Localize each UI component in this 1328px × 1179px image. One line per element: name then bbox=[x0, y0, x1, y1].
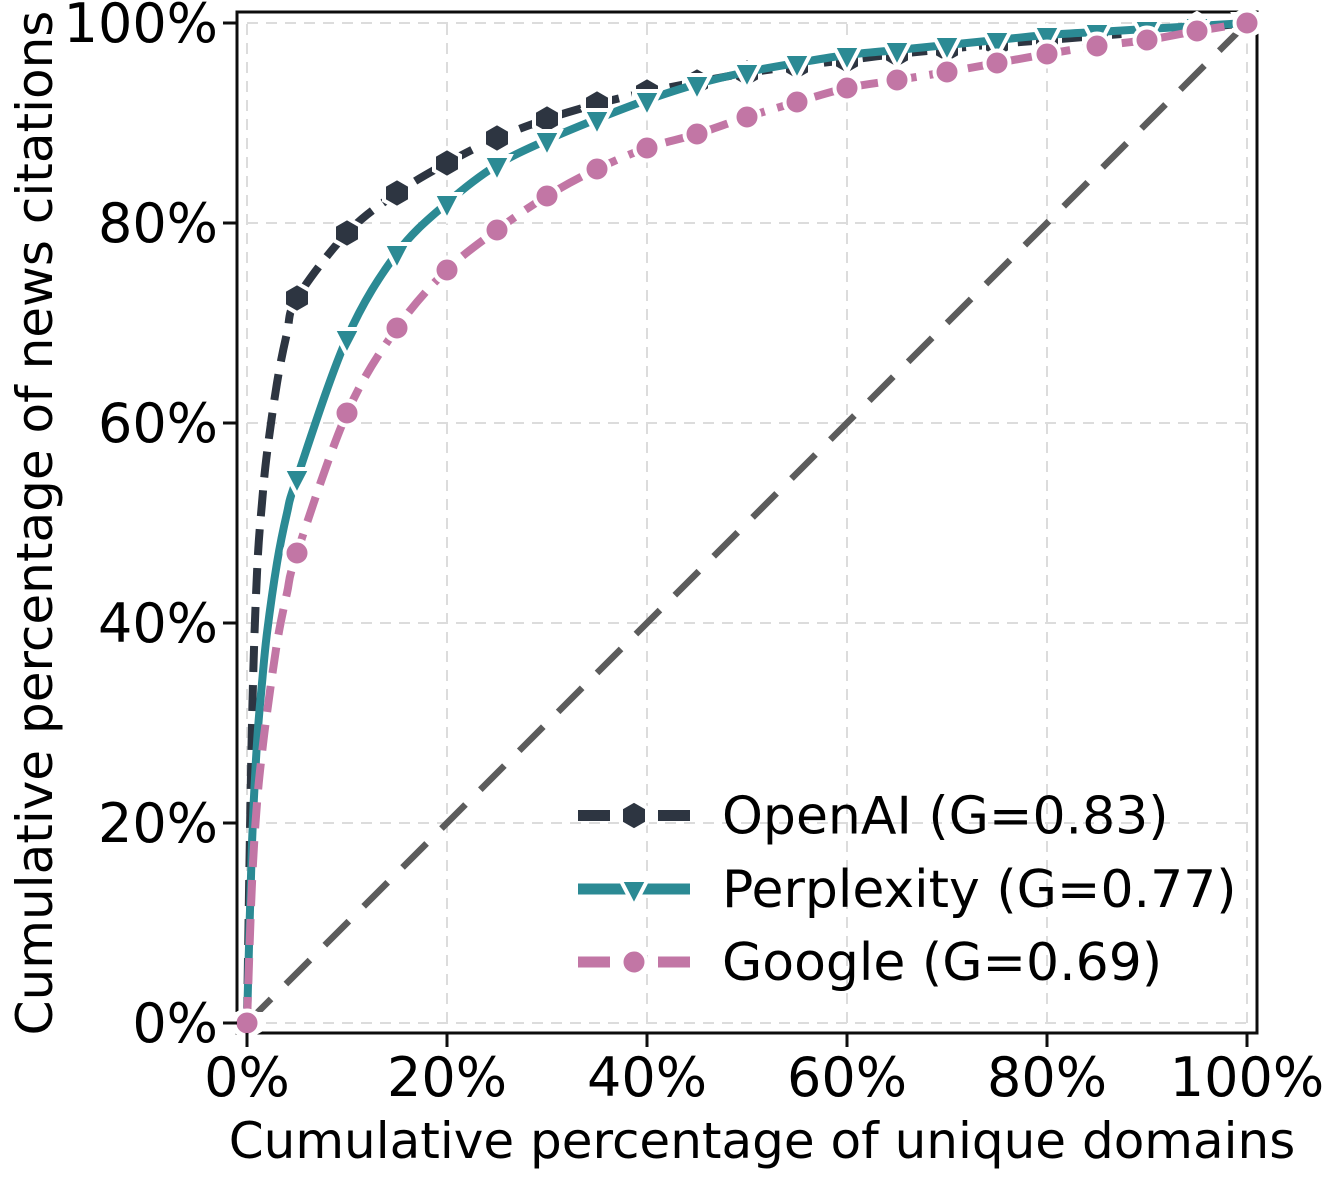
openai-hexagon-marker bbox=[332, 215, 362, 251]
legend-circle-marker bbox=[619, 947, 649, 977]
perplexity-triangle-down-marker bbox=[330, 327, 364, 360]
y-tick-label: 60% bbox=[98, 392, 218, 455]
legend-item-perplexity: Perplexity (G=0.77) bbox=[578, 860, 1237, 920]
x-tick-label: 100% bbox=[1170, 1046, 1324, 1109]
perplexity-triangle-down-marker bbox=[930, 34, 964, 67]
legend-label: Google (G=0.69) bbox=[722, 933, 1162, 993]
google-circle-marker bbox=[932, 57, 962, 87]
perplexity-triangle-down-marker bbox=[730, 61, 764, 94]
openai-hexagon-marker bbox=[482, 120, 512, 156]
perplexity-triangle-down-marker bbox=[480, 154, 514, 187]
grid-layer bbox=[246, 22, 1248, 1024]
perplexity-triangle-down-marker bbox=[1030, 24, 1064, 57]
google-circle-marker bbox=[582, 154, 612, 184]
legend-triangle-down-marker bbox=[617, 878, 651, 911]
legend-item-openai: OpenAI (G=0.83) bbox=[578, 787, 1169, 847]
openai-hexagon-marker bbox=[382, 175, 412, 211]
perplexity-triangle-down-marker bbox=[380, 242, 414, 275]
x-tick-label: 40% bbox=[587, 1046, 707, 1109]
curve-openai bbox=[243, 19, 1248, 1024]
google-circle-marker bbox=[1232, 8, 1262, 38]
series-google bbox=[232, 8, 1262, 1038]
google-circle-marker bbox=[432, 255, 462, 285]
google-circle-marker bbox=[682, 119, 712, 149]
legend: OpenAI (G=0.83) Perplexity (G=0.77) Google… bbox=[578, 787, 1237, 993]
series-layer bbox=[230, 5, 1264, 1045]
perplexity-triangle-down-marker bbox=[880, 39, 914, 72]
google-circle-marker bbox=[482, 215, 512, 245]
ticks-layer: 0% 20% 40% 60% 80% 100% 0% 20% 40% 60% 80% 100% bbox=[64, 0, 1325, 1109]
y-tick-label: 80% bbox=[98, 192, 218, 255]
legend-item-google: Google (G=0.69) bbox=[578, 933, 1162, 993]
y-tick-label: 0% bbox=[132, 992, 218, 1055]
perplexity-triangle-down-marker bbox=[430, 192, 464, 225]
google-circle-marker bbox=[982, 48, 1012, 78]
perplexity-triangle-down-marker bbox=[980, 29, 1014, 62]
x-axis-title: Cumulative percentage of unique domains bbox=[229, 1112, 1296, 1170]
legend-label: Perplexity (G=0.77) bbox=[722, 860, 1237, 920]
axes-spines-layer bbox=[235, 10, 1259, 1035]
google-circle-marker bbox=[282, 538, 312, 568]
google-circle-marker bbox=[382, 313, 412, 343]
perplexity-triangle-down-marker bbox=[580, 108, 614, 141]
google-circle-marker bbox=[1082, 31, 1112, 61]
google-circle-marker bbox=[632, 133, 662, 163]
x-tick-label: 0% bbox=[204, 1046, 290, 1109]
x-tick-label: 80% bbox=[987, 1046, 1107, 1109]
google-circle-marker bbox=[782, 87, 812, 117]
y-axis-title: Cumulative percentage of news citations bbox=[6, 11, 64, 1036]
google-circle-marker bbox=[232, 1008, 262, 1038]
perplexity-triangle-down-marker bbox=[680, 73, 714, 106]
perplexity-triangle-down-marker bbox=[780, 52, 814, 85]
x-tick-label: 60% bbox=[787, 1046, 907, 1109]
equality-line-layer bbox=[244, 20, 1250, 1026]
plot-frame bbox=[235, 10, 1259, 1035]
google-circle-marker bbox=[532, 181, 562, 211]
equality-diagonal-line bbox=[244, 20, 1250, 1026]
google-circle-marker bbox=[832, 73, 862, 103]
google-circle-marker bbox=[332, 398, 362, 428]
google-circle-marker bbox=[882, 65, 912, 95]
legend-label: OpenAI (G=0.83) bbox=[722, 787, 1169, 847]
curve-google bbox=[243, 19, 1248, 1024]
legend-hexagon-marker bbox=[619, 798, 649, 833]
y-tick-label: 100% bbox=[64, 0, 218, 55]
openai-hexagon-marker bbox=[282, 280, 312, 316]
perplexity-triangle-down-marker bbox=[280, 467, 314, 500]
x-tick-label: 20% bbox=[387, 1046, 507, 1109]
perplexity-triangle-down-marker bbox=[830, 44, 864, 77]
y-tick-label: 20% bbox=[98, 792, 218, 855]
google-circle-marker bbox=[1182, 16, 1212, 46]
y-tick-label: 40% bbox=[98, 592, 218, 655]
google-circle-marker bbox=[732, 102, 762, 132]
perplexity-triangle-down-marker bbox=[630, 89, 664, 122]
perplexity-triangle-down-marker bbox=[530, 129, 564, 162]
google-circle-marker bbox=[1132, 25, 1162, 55]
openai-hexagon-marker bbox=[432, 145, 462, 181]
google-circle-marker bbox=[1032, 39, 1062, 69]
